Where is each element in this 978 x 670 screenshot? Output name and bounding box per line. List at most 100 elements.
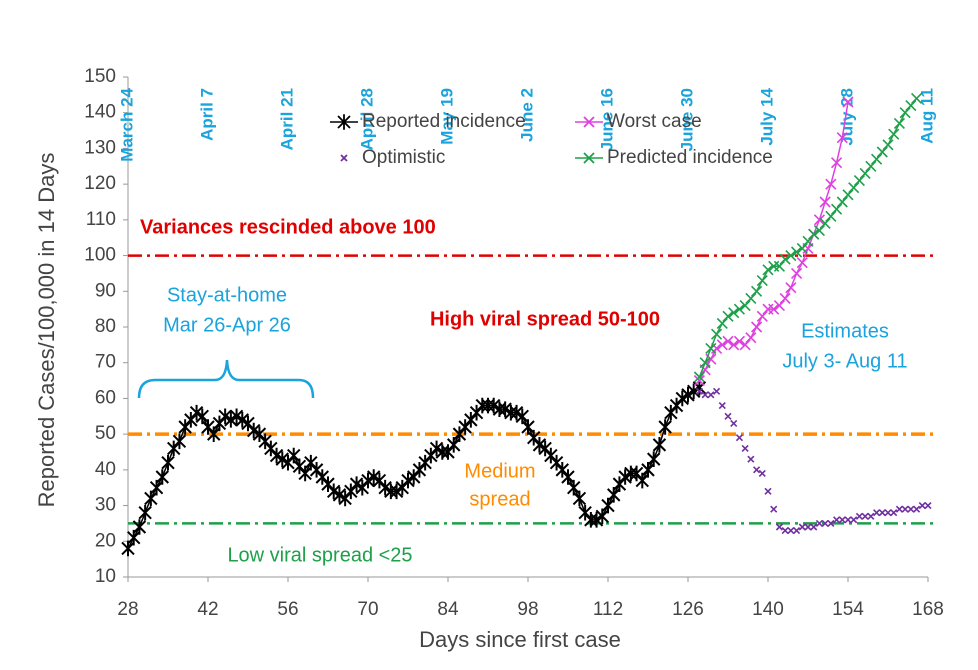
y-tick-label: 130 (84, 137, 116, 158)
data-point (876, 146, 888, 158)
data-point (825, 210, 837, 222)
x-tick-label: 168 (912, 599, 944, 620)
data-point (861, 512, 869, 520)
x2-tick-label: July 28 (837, 88, 856, 146)
x-tick-label: 56 (277, 599, 298, 620)
data-point (201, 419, 215, 435)
data-point (612, 476, 627, 492)
data-point (913, 505, 921, 513)
x2-tick-label: April 28 (357, 88, 376, 150)
data-point (884, 509, 892, 517)
legend-marker (583, 152, 595, 164)
data-point (747, 455, 755, 463)
x2-tick-label: June 30 (677, 88, 696, 151)
data-point (132, 519, 147, 535)
x2-tick-label: May 19 (437, 88, 456, 145)
data-point (315, 469, 329, 485)
data-point (412, 462, 427, 478)
data-point (155, 469, 169, 485)
data-point (241, 415, 255, 432)
data-point (890, 509, 898, 517)
data-point (722, 310, 734, 322)
y-tick-label: 150 (84, 66, 116, 87)
annotation: Estimates (801, 320, 889, 342)
data-point (652, 437, 667, 453)
data-point (167, 440, 181, 457)
data-point (309, 462, 324, 478)
data-point (695, 387, 703, 395)
y-tick-label: 80 (95, 316, 116, 337)
annotation: High viral spread 50-100 (430, 308, 660, 330)
data-point (853, 175, 865, 187)
data-point (718, 402, 726, 410)
y-axis-title: Reported Cases/100,000 in 14 Days (34, 153, 59, 508)
data-point (768, 303, 780, 315)
data-point (808, 228, 820, 240)
data-point (819, 196, 831, 208)
data-point (855, 512, 863, 520)
data-point (791, 246, 803, 258)
data-point (836, 132, 848, 144)
x2-tick-label: June 16 (597, 88, 616, 151)
annotation: Low viral spread <25 (227, 544, 412, 566)
data-point (527, 429, 541, 446)
data-point (728, 307, 740, 319)
data-point (407, 469, 421, 485)
data-point (773, 260, 785, 272)
data-point (172, 433, 187, 450)
data-point (762, 264, 774, 276)
data-point (321, 476, 335, 492)
data-point (813, 214, 825, 226)
x-tick-label: 154 (832, 599, 864, 620)
data-point (833, 516, 841, 524)
x-tick-label: 84 (437, 599, 459, 620)
data-point (669, 397, 684, 414)
data-point (793, 527, 801, 535)
data-point (452, 426, 467, 442)
data-point (813, 225, 825, 237)
data-point (184, 412, 198, 428)
data-point (831, 203, 843, 215)
data-point (751, 285, 763, 297)
data-point (918, 502, 926, 510)
data-point (355, 479, 369, 496)
data-point (787, 527, 795, 535)
data-point (785, 250, 797, 262)
data-point (895, 505, 903, 513)
data-point (756, 310, 768, 322)
data-point (751, 321, 763, 333)
x-tick-label: 28 (117, 599, 138, 620)
data-point (693, 375, 705, 387)
data-point (838, 516, 846, 524)
data-point (901, 505, 909, 513)
y-tick-label: 40 (95, 459, 116, 480)
data-point (775, 523, 783, 531)
x-tick-label: 70 (357, 599, 378, 620)
data-point (764, 487, 772, 495)
data-point (804, 523, 812, 531)
data-point (739, 339, 751, 351)
data-point (458, 419, 472, 435)
data-point (264, 440, 278, 457)
annotation: Mar 26-Apr 26 (163, 314, 291, 336)
data-point (753, 466, 761, 474)
y-tick-label: 70 (95, 352, 116, 373)
data-point (372, 472, 387, 489)
x2-tick-label: July 14 (757, 87, 776, 145)
data-point (836, 196, 848, 208)
data-point (538, 440, 552, 457)
annotation: Stay-at-home (167, 284, 287, 306)
data-point (252, 426, 267, 442)
data-point (344, 483, 358, 500)
data-point (701, 391, 709, 399)
data-point (555, 462, 569, 478)
y-tick-label: 10 (95, 566, 116, 587)
data-point (578, 504, 592, 521)
annotation: spread (469, 488, 530, 510)
data-point (711, 328, 723, 340)
data-point (464, 412, 478, 428)
data-point (338, 490, 352, 507)
data-point (739, 300, 751, 312)
data-point (827, 519, 835, 527)
data-point (796, 257, 808, 269)
